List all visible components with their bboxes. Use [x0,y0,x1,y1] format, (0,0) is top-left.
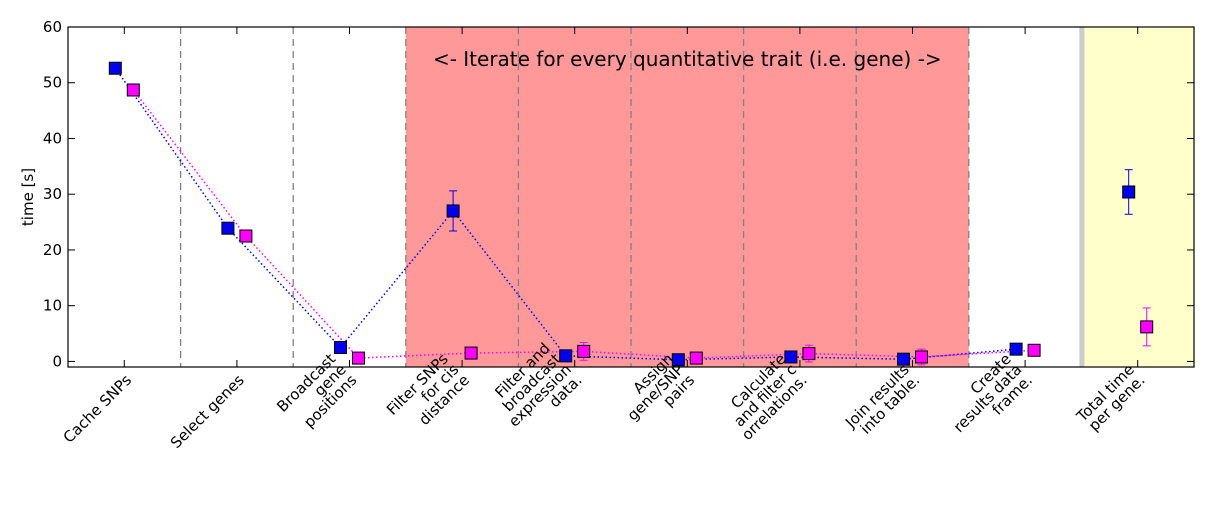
y-tick-label: 30 [43,185,62,203]
data-marker [446,204,460,218]
data-marker [1140,320,1154,334]
data-marker [1027,343,1041,357]
y-tick-label: 0 [52,352,62,370]
series-markers [108,61,1154,367]
x-category-label: Cache SNPs [60,371,136,447]
series-line [132,89,1035,359]
y-tick-label: 20 [43,241,62,259]
x-category-text: Broadcastgenepositions [273,350,360,437]
x-category-text: Select genes [167,371,248,452]
data-marker [221,221,235,235]
x-category-text: Cache SNPs [60,371,136,447]
data-marker [464,346,478,360]
background-regions [405,27,1194,367]
y-tick-label: 40 [43,129,62,147]
data-marker [126,83,140,97]
data-marker [352,351,365,365]
data-marker [1009,342,1023,356]
data-marker [689,351,703,365]
data-marker [108,61,122,75]
y-axis-title: time [s] [19,168,37,226]
x-category-label: Broadcastgenepositions [273,350,360,437]
x-category-text: Join resultsinto table. [841,360,923,442]
iterate-annotation: <- Iterate for every quantitative trait … [433,47,942,71]
iterate-region [405,27,969,367]
y-tick-label: 50 [43,74,62,92]
data-marker [559,349,573,363]
y-tick-label: 60 [43,18,62,36]
x-category-label: Total timeper gene. [1072,360,1148,436]
x-category-label: Join resultsinto table. [841,360,923,442]
category-dividers [179,27,970,367]
data-marker [802,347,816,361]
data-marker [915,350,928,364]
plot-frame [67,26,1195,368]
total-region-edge [1079,27,1085,367]
data-marker [897,352,910,366]
x-category-text: Total timeper gene. [1072,360,1148,436]
y-tick-label: 10 [43,297,62,315]
data-marker [334,340,347,354]
data-marker [239,229,253,243]
data-marker [671,353,685,367]
data-marker [784,350,798,364]
data-marker [1122,185,1136,199]
data-marker [577,344,591,358]
x-category-label: Select genes [167,371,248,452]
total-region [1081,27,1194,367]
